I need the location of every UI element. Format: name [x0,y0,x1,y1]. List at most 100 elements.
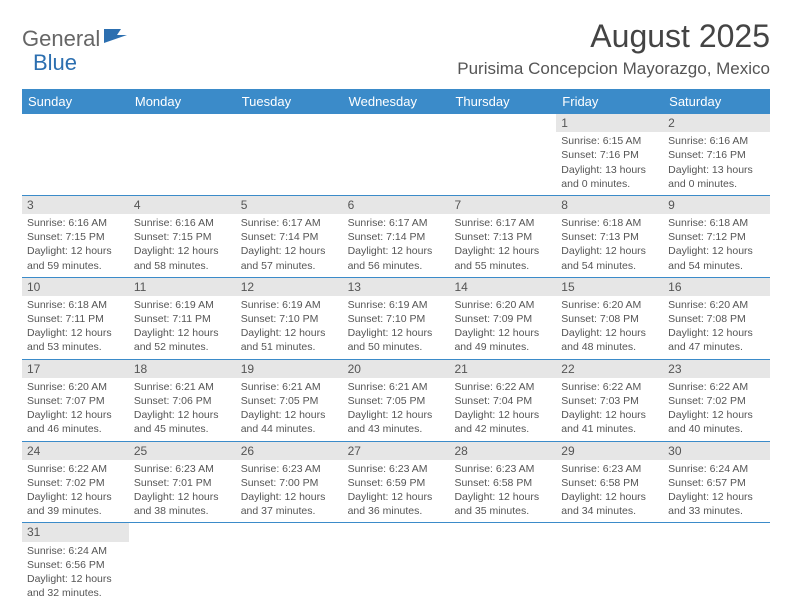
day-cell: 5Sunrise: 6:17 AMSunset: 7:14 PMDaylight… [236,196,343,277]
sunrise-text: Sunrise: 6:17 AM [241,216,338,230]
sunrise-text: Sunrise: 6:22 AM [561,380,658,394]
daylight-text: Daylight: 12 hours and 50 minutes. [348,326,445,354]
sunrise-text: Sunrise: 6:20 AM [454,298,551,312]
week-row: 31Sunrise: 6:24 AMSunset: 6:56 PMDayligh… [22,523,770,604]
day-cell [236,523,343,604]
day-number: 26 [236,442,343,460]
day-details: Sunrise: 6:17 AMSunset: 7:14 PMDaylight:… [343,214,450,277]
sunset-text: Sunset: 6:58 PM [561,476,658,490]
day-cell: 29Sunrise: 6:23 AMSunset: 6:58 PMDayligh… [556,442,663,523]
daylight-text: Daylight: 12 hours and 43 minutes. [348,408,445,436]
sunset-text: Sunset: 7:02 PM [27,476,124,490]
daylight-text: Daylight: 12 hours and 56 minutes. [348,244,445,272]
day-cell: 4Sunrise: 6:16 AMSunset: 7:15 PMDaylight… [129,196,236,277]
day-number: 22 [556,360,663,378]
sunset-text: Sunset: 7:05 PM [241,394,338,408]
week-row: 3Sunrise: 6:16 AMSunset: 7:15 PMDaylight… [22,196,770,278]
day-number: 2 [663,114,770,132]
sunrise-text: Sunrise: 6:23 AM [241,462,338,476]
day-number: 3 [22,196,129,214]
day-cell [22,114,129,195]
day-cell: 20Sunrise: 6:21 AMSunset: 7:05 PMDayligh… [343,360,450,441]
sunset-text: Sunset: 7:16 PM [668,148,765,162]
sunset-text: Sunset: 7:08 PM [668,312,765,326]
weekday-header: Friday [556,89,663,114]
day-details: Sunrise: 6:24 AMSunset: 6:56 PMDaylight:… [22,542,129,605]
day-number: 1 [556,114,663,132]
sunset-text: Sunset: 7:02 PM [668,394,765,408]
daylight-text: Daylight: 12 hours and 45 minutes. [134,408,231,436]
sunrise-text: Sunrise: 6:24 AM [668,462,765,476]
sunset-text: Sunset: 7:00 PM [241,476,338,490]
daylight-text: Daylight: 12 hours and 59 minutes. [27,244,124,272]
sunrise-text: Sunrise: 6:23 AM [454,462,551,476]
sunset-text: Sunset: 7:15 PM [27,230,124,244]
day-details: Sunrise: 6:19 AMSunset: 7:10 PMDaylight:… [343,296,450,359]
day-details: Sunrise: 6:23 AMSunset: 6:59 PMDaylight:… [343,460,450,523]
sunrise-text: Sunrise: 6:18 AM [561,216,658,230]
day-number: 27 [343,442,450,460]
day-number: 31 [22,523,129,541]
day-number: 21 [449,360,556,378]
sunrise-text: Sunrise: 6:24 AM [27,544,124,558]
day-number: 20 [343,360,450,378]
day-details: Sunrise: 6:21 AMSunset: 7:06 PMDaylight:… [129,378,236,441]
day-details: Sunrise: 6:18 AMSunset: 7:11 PMDaylight:… [22,296,129,359]
day-cell: 21Sunrise: 6:22 AMSunset: 7:04 PMDayligh… [449,360,556,441]
day-details: Sunrise: 6:23 AMSunset: 6:58 PMDaylight:… [449,460,556,523]
sunrise-text: Sunrise: 6:17 AM [454,216,551,230]
day-cell: 27Sunrise: 6:23 AMSunset: 6:59 PMDayligh… [343,442,450,523]
day-number: 29 [556,442,663,460]
day-number: 10 [22,278,129,296]
sunrise-text: Sunrise: 6:15 AM [561,134,658,148]
sunset-text: Sunset: 7:11 PM [134,312,231,326]
sunrise-text: Sunrise: 6:21 AM [241,380,338,394]
week-row: 10Sunrise: 6:18 AMSunset: 7:11 PMDayligh… [22,278,770,360]
daylight-text: Daylight: 12 hours and 52 minutes. [134,326,231,354]
sunrise-text: Sunrise: 6:17 AM [348,216,445,230]
day-cell [663,523,770,604]
sunrise-text: Sunrise: 6:20 AM [27,380,124,394]
week-row: 1Sunrise: 6:15 AMSunset: 7:16 PMDaylight… [22,114,770,196]
sunset-text: Sunset: 7:16 PM [561,148,658,162]
sunset-text: Sunset: 6:58 PM [454,476,551,490]
day-details: Sunrise: 6:20 AMSunset: 7:08 PMDaylight:… [663,296,770,359]
day-cell: 2Sunrise: 6:16 AMSunset: 7:16 PMDaylight… [663,114,770,195]
day-number: 8 [556,196,663,214]
sunset-text: Sunset: 7:07 PM [27,394,124,408]
day-number: 18 [129,360,236,378]
day-cell: 13Sunrise: 6:19 AMSunset: 7:10 PMDayligh… [343,278,450,359]
day-cell: 22Sunrise: 6:22 AMSunset: 7:03 PMDayligh… [556,360,663,441]
day-details: Sunrise: 6:16 AMSunset: 7:16 PMDaylight:… [663,132,770,195]
daylight-text: Daylight: 13 hours and 0 minutes. [561,163,658,191]
day-details: Sunrise: 6:18 AMSunset: 7:12 PMDaylight:… [663,214,770,277]
day-number: 9 [663,196,770,214]
day-number: 15 [556,278,663,296]
sunrise-text: Sunrise: 6:20 AM [668,298,765,312]
day-cell: 31Sunrise: 6:24 AMSunset: 6:56 PMDayligh… [22,523,129,604]
day-details: Sunrise: 6:16 AMSunset: 7:15 PMDaylight:… [129,214,236,277]
daylight-text: Daylight: 12 hours and 34 minutes. [561,490,658,518]
day-details: Sunrise: 6:21 AMSunset: 7:05 PMDaylight:… [236,378,343,441]
day-cell: 18Sunrise: 6:21 AMSunset: 7:06 PMDayligh… [129,360,236,441]
day-cell [449,523,556,604]
location-subtitle: Purisima Concepcion Mayorazgo, Mexico [457,59,770,79]
day-cell: 7Sunrise: 6:17 AMSunset: 7:13 PMDaylight… [449,196,556,277]
day-details: Sunrise: 6:15 AMSunset: 7:16 PMDaylight:… [556,132,663,195]
daylight-text: Daylight: 12 hours and 49 minutes. [454,326,551,354]
logo-text-blue: Blue [33,50,77,76]
day-details: Sunrise: 6:18 AMSunset: 7:13 PMDaylight:… [556,214,663,277]
sunrise-text: Sunrise: 6:21 AM [134,380,231,394]
sunrise-text: Sunrise: 6:20 AM [561,298,658,312]
day-cell: 12Sunrise: 6:19 AMSunset: 7:10 PMDayligh… [236,278,343,359]
daylight-text: Daylight: 12 hours and 53 minutes. [27,326,124,354]
sunset-text: Sunset: 7:08 PM [561,312,658,326]
day-cell: 6Sunrise: 6:17 AMSunset: 7:14 PMDaylight… [343,196,450,277]
day-number: 4 [129,196,236,214]
day-cell: 26Sunrise: 6:23 AMSunset: 7:00 PMDayligh… [236,442,343,523]
day-cell: 23Sunrise: 6:22 AMSunset: 7:02 PMDayligh… [663,360,770,441]
day-number: 14 [449,278,556,296]
page-header: General August 2025 Purisima Concepcion … [22,18,770,79]
daylight-text: Daylight: 12 hours and 38 minutes. [134,490,231,518]
daylight-text: Daylight: 12 hours and 32 minutes. [27,572,124,600]
